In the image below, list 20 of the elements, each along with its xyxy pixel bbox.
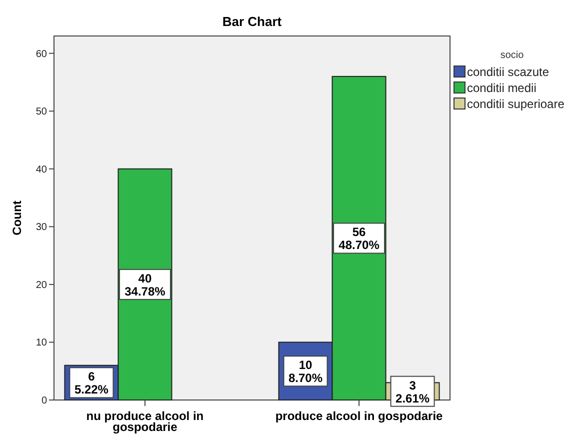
y-tick-label: 60 bbox=[36, 48, 48, 60]
x-tick-label: nu produce alcool in gospodarie bbox=[86, 409, 204, 434]
data-label: 10 8.70% bbox=[288, 358, 323, 386]
legend-label: conditii medii bbox=[467, 81, 536, 95]
chart-title: Bar Chart bbox=[222, 14, 282, 29]
legend-label: conditii superioare bbox=[467, 97, 565, 111]
y-tick-label: 10 bbox=[36, 338, 48, 349]
y-axis-title: Count bbox=[10, 200, 24, 236]
y-tick-label: 0 bbox=[41, 396, 48, 406]
y-tick-label: 50 bbox=[36, 106, 48, 118]
legend-title: socio bbox=[500, 50, 524, 61]
x-tick-label: produce alcool in gospodarie bbox=[275, 409, 444, 423]
y-tick-label: 30 bbox=[36, 222, 48, 234]
legend-label: conditii scazute bbox=[467, 65, 550, 79]
y-tick-label: 40 bbox=[36, 164, 48, 176]
y-tick-label: 20 bbox=[36, 280, 48, 291]
data-label: 6 5.22% bbox=[74, 370, 109, 397]
data-label: 40 34.78% bbox=[124, 271, 166, 298]
data-label: 56 48.70% bbox=[338, 225, 380, 252]
data-label: 3 2.61% bbox=[396, 378, 430, 406]
